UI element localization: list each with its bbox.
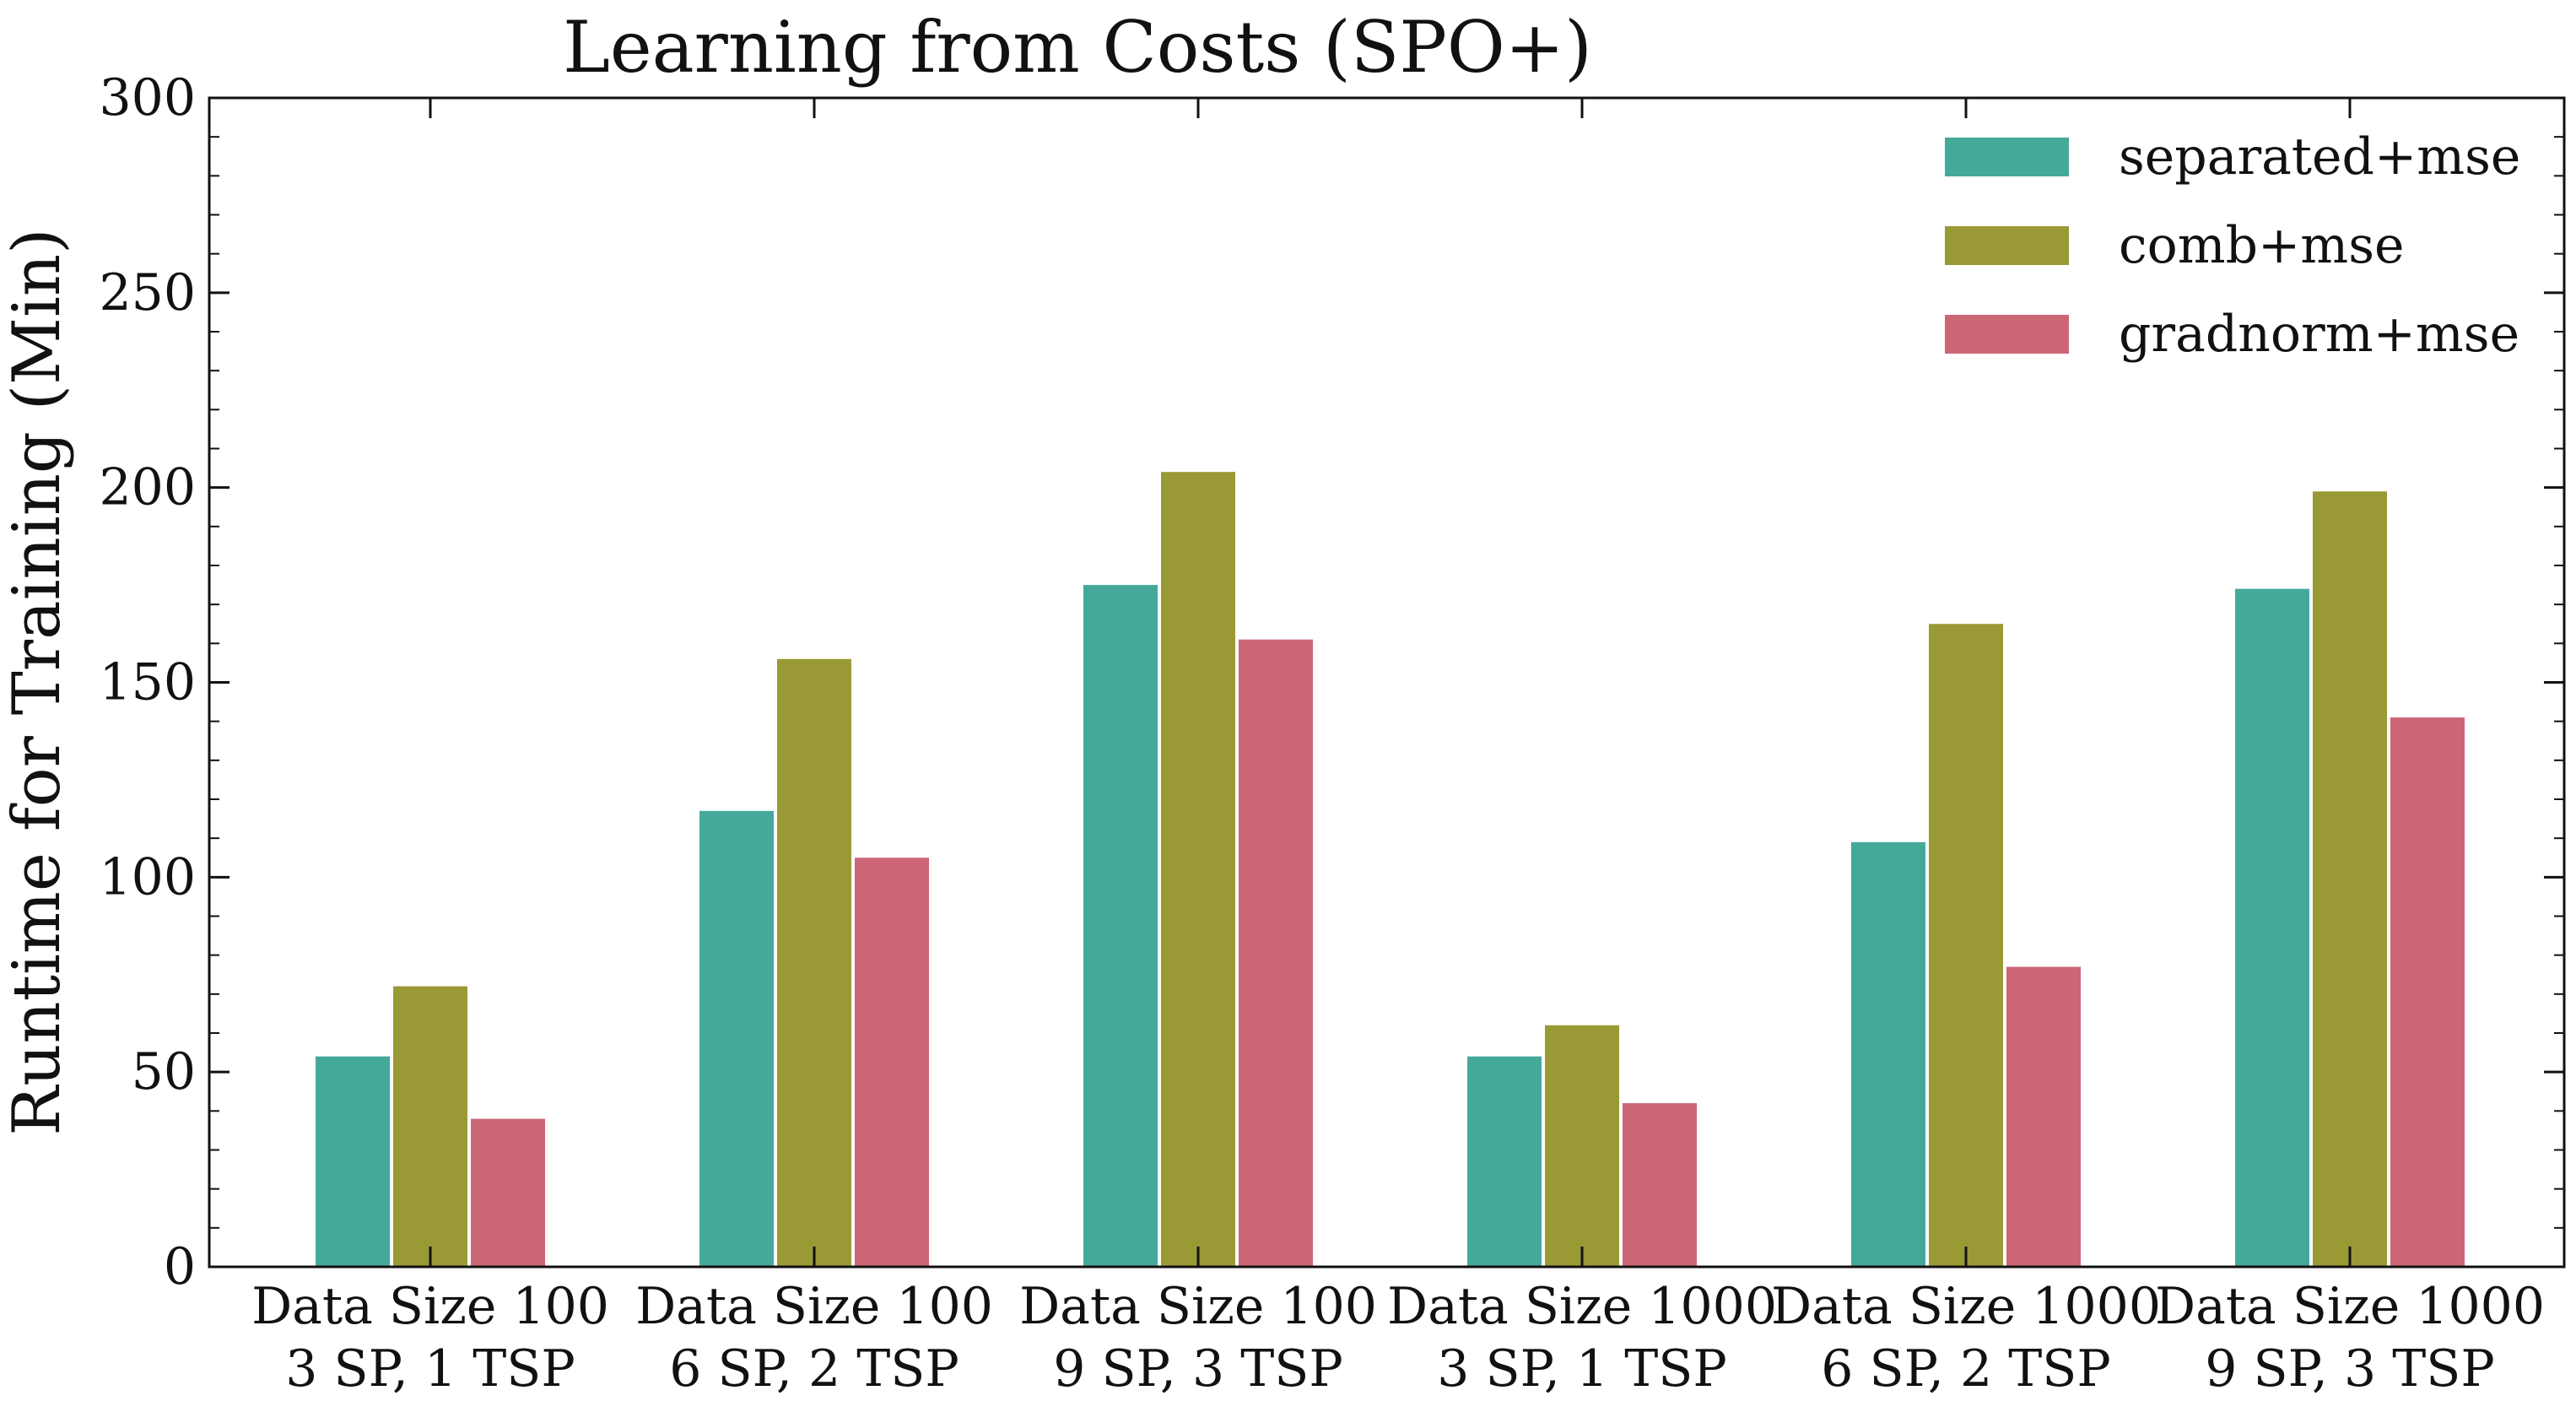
- y-tick-label: 100: [99, 847, 196, 906]
- legend-label-gradnorm-mse: gradnorm+mse: [2119, 305, 2519, 364]
- y-axis: 0 50 100 150 200 250 300: [99, 68, 2564, 1296]
- legend-label-separated-mse: separated+mse: [2119, 127, 2520, 187]
- y-tick-label: 0: [164, 1237, 196, 1296]
- y-tick-label: 50: [132, 1042, 196, 1101]
- bar-gradnorm-mse-4: [2006, 966, 2081, 1267]
- bar-separated-mse-0: [316, 1056, 390, 1267]
- y-tick-label: 250: [99, 263, 196, 322]
- x-tick-label: Data Size 100 9 SP, 3 TSP: [1019, 1277, 1377, 1398]
- bar-separated-mse-3: [1467, 1056, 1542, 1267]
- bar-comb-mse-2: [1161, 472, 1235, 1267]
- y-tick-label: 200: [99, 458, 196, 517]
- bar-gradnorm-mse-0: [471, 1118, 545, 1267]
- y-axis-label: Runtime for Training (Min): [0, 228, 75, 1135]
- legend-label-comb-mse: comb+mse: [2119, 216, 2405, 275]
- bar-separated-mse-5: [2235, 588, 2309, 1267]
- x-tick-label: Data Size 100 6 SP, 2 TSP: [635, 1277, 993, 1398]
- legend-swatch-comb-mse: [1945, 226, 2069, 265]
- bar-separated-mse-1: [699, 810, 774, 1267]
- y-tick-label: 300: [99, 68, 196, 127]
- bar-gradnorm-mse-2: [1239, 639, 1313, 1267]
- x-tick-label: Data Size 1000 6 SP, 2 TSP: [1771, 1277, 2161, 1398]
- bar-comb-mse-3: [1545, 1025, 1619, 1267]
- y-tick-label: 150: [99, 653, 196, 712]
- bar-comb-mse-4: [1929, 624, 2003, 1267]
- bar-gradnorm-mse-5: [2390, 717, 2465, 1267]
- legend-swatch-gradnorm-mse: [1945, 315, 2069, 354]
- chart-title: Learning from Costs (SPO+): [563, 6, 1592, 89]
- plot-frame: [208, 96, 2566, 1269]
- bar-gradnorm-mse-1: [855, 857, 929, 1267]
- plot-area: [316, 472, 2465, 1267]
- bar-separated-mse-4: [1851, 841, 1925, 1267]
- bar-separated-mse-2: [1083, 585, 1158, 1267]
- bar-comb-mse-1: [777, 658, 851, 1267]
- legend-swatch-separated-mse: [1945, 138, 2069, 176]
- bar-gradnorm-mse-3: [1623, 1103, 1697, 1267]
- x-tick-label: Data Size 100 3 SP, 1 TSP: [251, 1277, 609, 1398]
- x-tick-label: Data Size 1000 3 SP, 1 TSP: [1387, 1277, 1777, 1398]
- bar-comb-mse-5: [2313, 491, 2387, 1267]
- legend: separated+mse comb+mse gradnorm+mse: [1945, 127, 2520, 364]
- bar-comb-mse-0: [393, 986, 467, 1267]
- x-tick-label: Data Size 1000 9 SP, 3 TSP: [2155, 1277, 2545, 1398]
